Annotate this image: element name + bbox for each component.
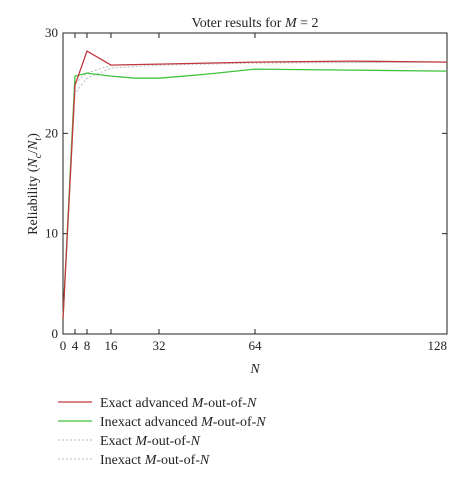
series-line-3: [62, 61, 448, 319]
x-tick-label: 16: [105, 338, 119, 353]
plot-frame: [62, 32, 448, 335]
series-line-1: [62, 68, 448, 319]
y-axis-label-close: ): [26, 133, 41, 138]
legend-label-part: M: [200, 415, 214, 430]
y-tick-label: 30: [45, 25, 58, 40]
legend-label-part: Inexact advanced: [100, 415, 201, 430]
y-axis-label-nc: N: [26, 158, 41, 169]
legend-label-part: N: [199, 453, 210, 468]
y-axis-label-text: Reliability (: [26, 167, 41, 235]
y-axis-label-c: c: [33, 153, 44, 158]
legend-label-part: N: [190, 434, 201, 449]
y-tick-label: 20: [45, 125, 58, 140]
legend-label-part: M: [191, 396, 205, 411]
series-line-0: [62, 50, 448, 319]
x-tick-label: 4: [72, 338, 79, 353]
legend-label: Exact M-out-of-N: [100, 434, 201, 449]
legend-label-part: N: [255, 415, 266, 430]
y-tick-label: 0: [52, 326, 59, 341]
x-tick-label: 8: [84, 338, 91, 353]
y-axis-label-nt: N: [26, 140, 41, 151]
legend-label-part: -out-of-: [203, 396, 247, 411]
chart-title: Voter results for M = 2: [191, 16, 318, 31]
legend-label: Inexact M-out-of-N: [100, 453, 210, 468]
legend-label-part: -out-of-: [213, 415, 257, 430]
legend-label-part: Exact: [100, 434, 135, 449]
y-axis-label-slash: /: [26, 150, 41, 154]
x-tick-label: 0: [60, 338, 67, 353]
x-axis-label: N: [249, 362, 260, 377]
x-tick-label: 32: [153, 338, 166, 353]
legend-label-part: Inexact: [100, 453, 145, 468]
x-tick-label: 128: [428, 338, 448, 353]
legend-label: Exact advanced M-out-of-N: [100, 396, 257, 411]
legend-label-part: Exact advanced: [100, 396, 192, 411]
series-line-2: [62, 61, 447, 319]
chart-title-main: Voter results for: [191, 16, 284, 31]
chart-title-m: M: [284, 16, 298, 31]
legend-label-part: -out-of-: [147, 434, 191, 449]
legend-label-part: M: [144, 453, 158, 468]
y-axis-label: Reliability (Nc/Nt): [26, 133, 44, 235]
y-axis-label-t: t: [33, 138, 44, 141]
lines: [62, 50, 448, 319]
legend-label-part: -out-of-: [156, 453, 200, 468]
legend-label: Inexact advanced M-out-of-N: [100, 415, 266, 430]
legend-label-part: N: [246, 396, 257, 411]
x-tick-label: 64: [249, 338, 263, 353]
chart-title-eq: = 2: [297, 16, 319, 31]
legend-label-part: M: [134, 434, 148, 449]
ticks: 0 10 20 30 0 4 8 16 32 64 128: [45, 25, 448, 353]
y-tick-label: 10: [45, 226, 58, 241]
